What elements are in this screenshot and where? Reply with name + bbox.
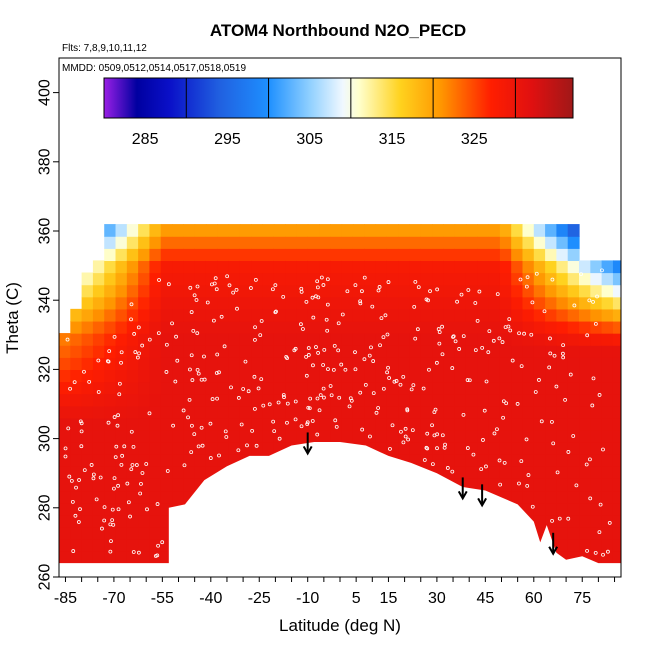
arrow-marker bbox=[477, 484, 487, 508]
colorbar-tick-label: 325 bbox=[461, 131, 488, 148]
arrow-marker bbox=[457, 477, 468, 501]
y-tick-label: 320 bbox=[37, 356, 54, 383]
y-tick-label: 300 bbox=[37, 425, 54, 452]
surface-terrain bbox=[59, 442, 621, 577]
y-tick-label: 260 bbox=[37, 564, 54, 591]
x-tick-label: -25 bbox=[248, 590, 271, 607]
colorbar: 285 295 305 315 325 bbox=[103, 77, 574, 148]
heatmap-field bbox=[59, 224, 621, 564]
observation-points bbox=[63, 268, 612, 558]
colorbar-tick-label: 305 bbox=[296, 131, 323, 148]
x-tick-label: -70 bbox=[102, 590, 125, 607]
colorbar-tick-label: 285 bbox=[132, 131, 159, 148]
y-tick-label: 380 bbox=[37, 148, 54, 175]
x-tick-label: -10 bbox=[296, 590, 319, 607]
arrow-markers bbox=[302, 432, 559, 556]
x-axis: -85 -70 -55 -40 -25 -10 5 15 30 45 60 75 bbox=[54, 577, 616, 607]
x-tick-label: 60 bbox=[525, 590, 543, 607]
y-axis-title: Theta (C) bbox=[3, 282, 22, 354]
x-tick-label: 15 bbox=[380, 590, 398, 607]
x-tick-label: 75 bbox=[573, 590, 591, 607]
y-axis: 260 280 300 320 340 360 380 400 bbox=[37, 79, 59, 591]
colorbar-tick-label: 315 bbox=[379, 131, 406, 148]
chart-title: ATOM4 Northbound N2O_PECD bbox=[210, 21, 466, 40]
x-tick-label: 45 bbox=[476, 590, 494, 607]
arrow-marker bbox=[302, 432, 313, 456]
x-tick-label: -55 bbox=[151, 590, 174, 607]
x-tick-label: -40 bbox=[199, 590, 222, 607]
y-tick-label: 400 bbox=[37, 79, 54, 106]
x-tick-label: -85 bbox=[54, 590, 77, 607]
x-axis-title: Latitude (deg N) bbox=[279, 616, 401, 635]
colorbar-gradient bbox=[103, 77, 574, 119]
y-tick-label: 340 bbox=[37, 287, 54, 314]
x-tick-label: 30 bbox=[428, 590, 446, 607]
colorbar-tick-label: 295 bbox=[214, 131, 241, 148]
dates-note: MMDD: 0509,0512,0514,0517,0518,0519 bbox=[62, 63, 246, 74]
y-tick-label: 280 bbox=[37, 494, 54, 521]
colorbar-boundaries bbox=[185, 78, 516, 118]
surface-mask bbox=[59, 442, 621, 577]
colorbar-ticks: 285 295 305 315 325 bbox=[132, 131, 488, 148]
y-tick-label: 360 bbox=[37, 218, 54, 245]
flights-note: Flts: 7,8,9,10,11,12 bbox=[62, 43, 147, 54]
x-tick-label: 5 bbox=[352, 590, 361, 607]
arrow-marker bbox=[548, 532, 559, 556]
